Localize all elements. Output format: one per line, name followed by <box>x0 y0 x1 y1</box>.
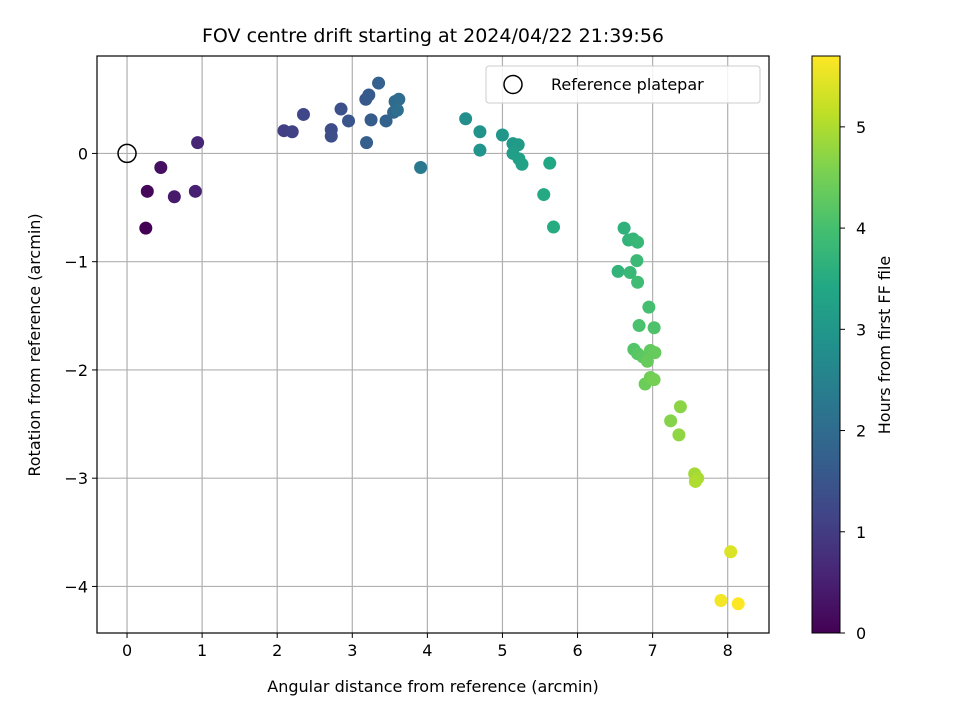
y-tick-label: −1 <box>64 253 88 272</box>
data-point <box>612 265 625 278</box>
y-tick-label: 0 <box>78 144 88 163</box>
data-point <box>414 161 427 174</box>
data-point <box>297 108 310 121</box>
y-axis-ticks: 0 −1 −2 −3 −4 <box>64 144 97 596</box>
data-point <box>496 129 509 142</box>
data-point <box>365 113 378 126</box>
data-point <box>189 185 202 198</box>
data-point <box>141 185 154 198</box>
y-tick-label: −3 <box>64 469 88 488</box>
data-point <box>515 158 528 171</box>
data-point <box>642 301 655 314</box>
colorbar-tick-label: 2 <box>856 422 866 441</box>
colorbar-tick-label: 5 <box>856 118 866 137</box>
data-point <box>191 136 204 149</box>
colorbar-tick-label: 4 <box>856 219 866 238</box>
x-tick-label: 4 <box>422 641 432 660</box>
data-point <box>459 112 472 125</box>
y-tick-label: −4 <box>64 577 88 596</box>
data-point <box>139 222 152 235</box>
data-point <box>335 103 348 116</box>
colorbar-tick-label: 1 <box>856 523 866 542</box>
colorbar-ticks: 0 1 2 3 4 5 <box>840 118 866 643</box>
chart-title: FOV centre drift starting at 2024/04/22 … <box>202 25 664 47</box>
data-point <box>674 400 687 413</box>
data-point <box>618 222 631 235</box>
data-point <box>672 428 685 441</box>
data-point <box>360 136 373 149</box>
x-tick-label: 8 <box>723 641 733 660</box>
data-point <box>342 114 355 127</box>
chart-canvas: FOV centre drift starting at 2024/04/22 … <box>0 0 960 720</box>
data-point <box>168 190 181 203</box>
x-axis-label: Angular distance from reference (arcmin) <box>267 677 598 696</box>
data-point <box>631 236 644 249</box>
x-tick-label: 3 <box>347 641 357 660</box>
data-point <box>473 144 486 157</box>
data-point <box>286 125 299 138</box>
data-point <box>537 188 550 201</box>
data-point <box>714 594 727 607</box>
colorbar-tick-label: 0 <box>856 624 866 643</box>
x-tick-label: 0 <box>122 641 132 660</box>
data-point <box>325 130 338 143</box>
data-point <box>543 157 556 170</box>
data-point <box>362 88 375 101</box>
x-tick-label: 2 <box>272 641 282 660</box>
data-point <box>648 321 661 334</box>
data-points <box>139 77 744 611</box>
data-point <box>648 373 661 386</box>
data-point <box>391 104 404 117</box>
y-tick-label: −2 <box>64 361 88 380</box>
data-point <box>633 319 646 332</box>
colorbar-tick-label: 3 <box>856 320 866 339</box>
data-point <box>689 475 702 488</box>
legend: Reference platepar <box>486 66 760 103</box>
colorbar-label: Hours from first FF file <box>875 256 894 435</box>
data-point <box>630 254 643 267</box>
data-point <box>631 276 644 289</box>
data-point <box>664 414 677 427</box>
data-point <box>154 161 167 174</box>
x-tick-label: 5 <box>497 641 507 660</box>
data-point <box>473 125 486 138</box>
data-point <box>372 77 385 90</box>
data-point <box>732 597 745 610</box>
data-point <box>641 355 654 368</box>
legend-entry-label: Reference platepar <box>551 75 704 94</box>
colorbar: 0 1 2 3 4 5 Hours from first FF file <box>812 56 894 643</box>
colorbar-gradient <box>812 56 840 633</box>
x-tick-label: 6 <box>572 641 582 660</box>
y-axis-label: Rotation from reference (arcmin) <box>25 213 44 476</box>
x-tick-label: 7 <box>648 641 658 660</box>
data-point <box>724 545 737 558</box>
data-point <box>547 221 560 234</box>
x-tick-label: 1 <box>197 641 207 660</box>
x-axis-ticks: 0 1 2 3 4 5 6 7 8 <box>122 633 733 660</box>
